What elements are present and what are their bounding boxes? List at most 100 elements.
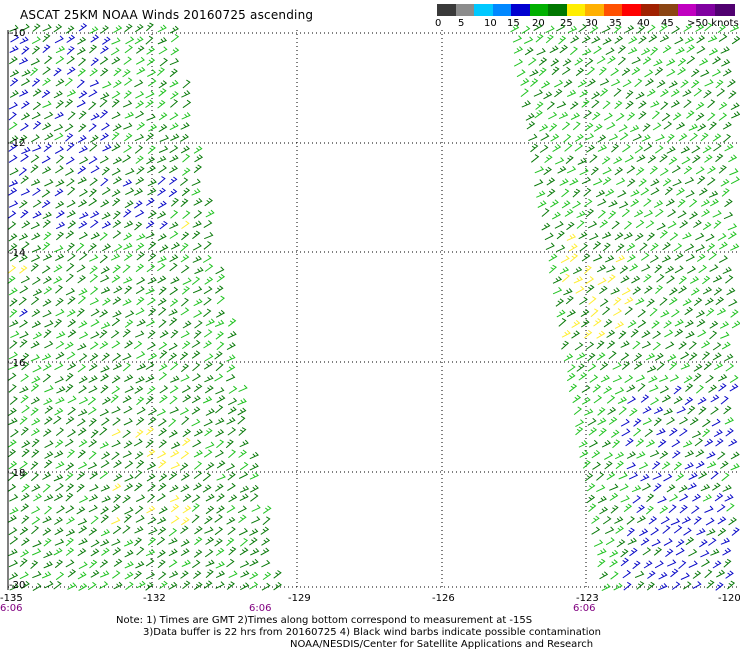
wind-barb bbox=[704, 297, 714, 306]
wind-barb bbox=[624, 374, 634, 384]
wind-barb bbox=[715, 296, 725, 306]
wind-barb bbox=[192, 230, 201, 240]
wind-barb bbox=[625, 100, 634, 110]
wind-barb bbox=[77, 176, 87, 184]
wind-barb bbox=[665, 198, 675, 207]
wind-barb bbox=[53, 24, 63, 33]
wind-barb bbox=[203, 241, 212, 250]
wind-barb bbox=[678, 285, 687, 294]
wind-barb bbox=[704, 438, 714, 447]
wind-barb bbox=[31, 417, 41, 426]
wind-barb bbox=[55, 483, 64, 492]
wind-barb bbox=[147, 516, 157, 525]
wind-barb bbox=[21, 100, 30, 109]
wind-barb bbox=[713, 429, 723, 438]
wind-barb bbox=[631, 56, 641, 65]
wind-barb bbox=[112, 296, 122, 305]
wind-barb bbox=[21, 69, 31, 77]
wind-barb bbox=[596, 484, 606, 493]
wind-barb bbox=[122, 68, 131, 78]
wind-barb bbox=[606, 329, 616, 338]
wind-barb bbox=[7, 448, 17, 458]
wind-barb bbox=[679, 493, 689, 502]
wind-barb bbox=[32, 187, 41, 196]
wind-barb bbox=[168, 342, 178, 351]
wind-barb bbox=[691, 79, 700, 89]
wind-barb bbox=[9, 77, 19, 87]
wind-barb bbox=[593, 45, 602, 55]
wind-barb bbox=[41, 89, 51, 99]
wind-barb bbox=[42, 309, 52, 318]
wind-barb bbox=[632, 286, 642, 295]
wind-barb bbox=[193, 210, 203, 219]
wind-barb bbox=[215, 429, 225, 437]
wind-barb bbox=[520, 78, 530, 86]
wind-barb bbox=[660, 101, 669, 110]
wind-barb bbox=[695, 101, 705, 111]
wind-barb bbox=[718, 383, 727, 392]
wind-barb bbox=[30, 407, 39, 416]
wind-barb bbox=[684, 176, 695, 185]
wind-barb bbox=[182, 394, 192, 403]
wind-barb bbox=[707, 165, 716, 174]
wind-barb bbox=[43, 561, 53, 569]
legend-swatch bbox=[529, 4, 548, 16]
wind-barb bbox=[540, 133, 550, 141]
wind-barb bbox=[145, 231, 155, 239]
wind-barb bbox=[123, 252, 133, 261]
wind-barb bbox=[42, 362, 52, 371]
wind-barb bbox=[135, 110, 145, 119]
wind-barb bbox=[182, 505, 192, 514]
wind-barb bbox=[56, 210, 65, 219]
wind-barb bbox=[112, 417, 121, 426]
wind-barb bbox=[145, 90, 155, 99]
wind-barb bbox=[237, 415, 246, 425]
wind-barb bbox=[205, 559, 215, 567]
wind-barb bbox=[180, 539, 190, 547]
lon-label: -135 bbox=[0, 593, 23, 604]
wind-barb bbox=[125, 581, 134, 591]
wind-barb bbox=[674, 36, 684, 45]
wind-barb bbox=[664, 186, 673, 196]
wind-barb bbox=[659, 374, 669, 382]
wind-barb bbox=[66, 46, 75, 55]
wind-barb bbox=[111, 517, 121, 525]
wind-barb bbox=[569, 177, 579, 186]
wind-barb bbox=[10, 429, 19, 438]
wind-barb bbox=[601, 439, 612, 448]
wind-barb bbox=[180, 374, 190, 382]
wind-barb bbox=[617, 56, 627, 66]
wind-barb bbox=[10, 34, 20, 43]
wind-barb bbox=[701, 275, 711, 285]
wind-barb bbox=[706, 528, 716, 536]
wind-barb bbox=[159, 385, 169, 394]
wind-barb bbox=[203, 286, 213, 295]
wind-barb bbox=[158, 418, 167, 427]
wind-barb bbox=[226, 364, 236, 373]
wind-barb bbox=[136, 351, 146, 359]
wind-barb bbox=[42, 253, 53, 261]
wind-barb bbox=[673, 243, 683, 252]
wind-barb bbox=[661, 255, 672, 263]
wind-barb bbox=[112, 264, 121, 274]
wind-barb bbox=[158, 571, 167, 580]
wind-barb bbox=[686, 55, 696, 65]
wind-barb bbox=[168, 308, 178, 316]
wind-barb bbox=[111, 375, 121, 384]
wind-barb bbox=[147, 187, 157, 196]
wind-barb bbox=[563, 288, 573, 296]
wind-barb bbox=[684, 36, 695, 44]
wind-barb bbox=[611, 78, 621, 87]
wind-barb bbox=[728, 154, 738, 163]
wind-barb bbox=[613, 297, 622, 306]
wind-barb bbox=[191, 418, 201, 427]
wind-barb bbox=[113, 285, 123, 294]
wind-barb bbox=[625, 437, 634, 447]
wind-barb bbox=[65, 416, 75, 425]
wind-barb bbox=[599, 361, 609, 371]
wind-barb bbox=[592, 241, 602, 250]
wind-barb bbox=[136, 546, 145, 556]
wind-barb bbox=[528, 57, 537, 66]
wind-barb bbox=[680, 351, 690, 360]
wind-barb bbox=[54, 188, 64, 197]
